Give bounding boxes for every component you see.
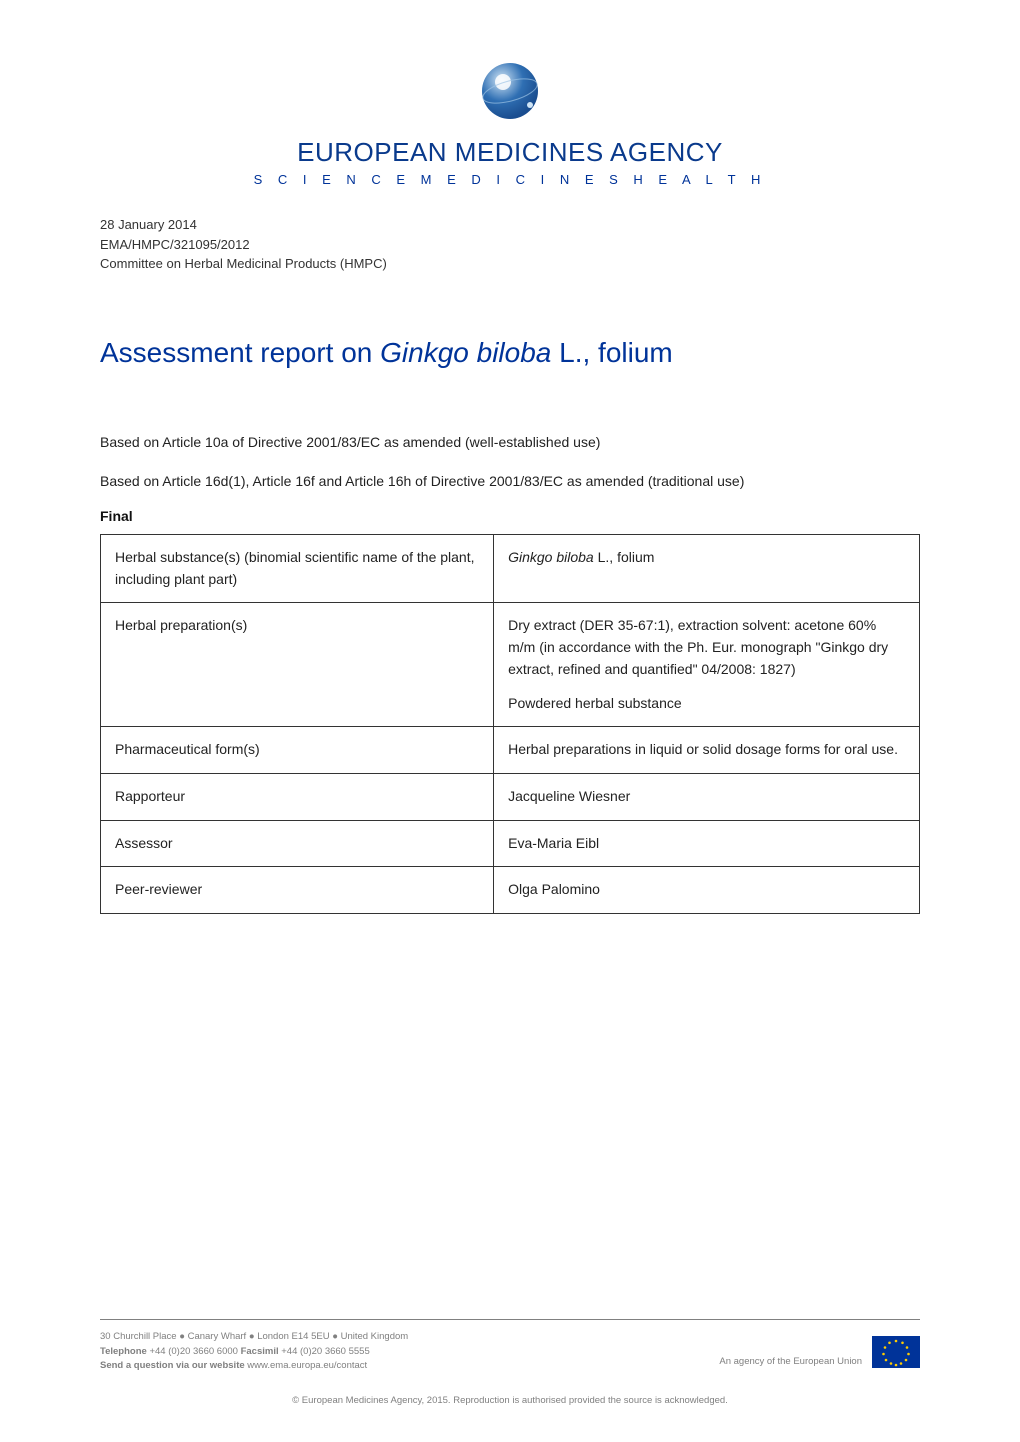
- cell-label: Herbal substance(s) (binomial scientific…: [101, 535, 494, 603]
- species-italic: Ginkgo biloba: [508, 549, 594, 565]
- based-on-line-1: Based on Article 10a of Directive 2001/8…: [100, 431, 920, 453]
- cell-value: Dry extract (DER 35-67:1), extraction so…: [494, 603, 920, 727]
- cell-label: Peer-reviewer: [101, 867, 494, 914]
- title-suffix: L., folium: [551, 337, 672, 368]
- agency-tagline: S C I E N C E M E D I C I N E S H E A L …: [100, 172, 920, 187]
- footer-facsimile-label: Facsimil: [241, 1346, 279, 1357]
- table-row: Herbal substance(s) (binomial scientific…: [101, 535, 920, 603]
- cell-label: Rapporteur: [101, 773, 494, 820]
- agency-logo-orb-icon: [479, 60, 541, 122]
- cell-value: Herbal preparations in liquid or solid d…: [494, 727, 920, 774]
- cell-value: Ginkgo biloba L., folium: [494, 535, 920, 603]
- table-row: Pharmaceutical form(s) Herbal preparatio…: [101, 727, 920, 774]
- footer-contact-block: 30 Churchill Place ● Canary Wharf ● Lond…: [100, 1330, 408, 1373]
- cell-label: Assessor: [101, 820, 494, 867]
- title-prefix: Assessment report on: [100, 337, 380, 368]
- footer-agency-note: An agency of the European Union: [719, 1356, 862, 1373]
- table-row: Peer-reviewer Olga Palomino: [101, 867, 920, 914]
- page-title: Assessment report on Ginkgo biloba L., f…: [100, 334, 920, 372]
- agency-wordmark: EUROPEAN MEDICINES AGENCY: [100, 137, 920, 168]
- footer-facsimile: +44 (0)20 3660 5555: [279, 1346, 370, 1357]
- title-species: Ginkgo biloba: [380, 337, 551, 368]
- agency-logo-block: EUROPEAN MEDICINES AGENCY S C I E N C E …: [100, 60, 920, 187]
- footer-send-url: www.ema.europa.eu/contact: [245, 1360, 368, 1371]
- info-table: Herbal substance(s) (binomial scientific…: [100, 534, 920, 914]
- document-meta: 28 January 2014 EMA/HMPC/321095/2012 Com…: [100, 215, 920, 274]
- species-rest: L., folium: [594, 549, 655, 565]
- footer-telephone-label: Telephone: [100, 1346, 147, 1357]
- eu-flag-icon: [872, 1336, 920, 1373]
- table-row: Herbal preparation(s) Dry extract (DER 3…: [101, 603, 920, 727]
- cell-label: Herbal preparation(s): [101, 603, 494, 727]
- table-row: Rapporteur Jacqueline Wiesner: [101, 773, 920, 820]
- cell-value: Eva-Maria Eibl: [494, 820, 920, 867]
- preparation-line-1: Dry extract (DER 35-67:1), extraction so…: [508, 615, 905, 680]
- status-label: Final: [100, 508, 920, 524]
- cell-label: Pharmaceutical form(s): [101, 727, 494, 774]
- footer-telephone: +44 (0)20 3660 6000: [147, 1346, 241, 1357]
- footer-send-label: Send a question via our website: [100, 1360, 245, 1371]
- footer-copyright: © European Medicines Agency, 2015. Repro…: [100, 1395, 920, 1406]
- footer-address: 30 Churchill Place ● Canary Wharf ● Lond…: [100, 1330, 408, 1344]
- page-footer: 30 Churchill Place ● Canary Wharf ● Lond…: [100, 1319, 920, 1406]
- preparation-line-2: Powdered herbal substance: [508, 693, 905, 715]
- meta-committee: Committee on Herbal Medicinal Products (…: [100, 254, 920, 274]
- footer-divider: [100, 1319, 920, 1320]
- table-row: Assessor Eva-Maria Eibl: [101, 820, 920, 867]
- cell-value: Jacqueline Wiesner: [494, 773, 920, 820]
- meta-date: 28 January 2014: [100, 215, 920, 235]
- cell-value: Olga Palomino: [494, 867, 920, 914]
- based-on-line-2: Based on Article 16d(1), Article 16f and…: [100, 470, 920, 492]
- meta-reference: EMA/HMPC/321095/2012: [100, 235, 920, 255]
